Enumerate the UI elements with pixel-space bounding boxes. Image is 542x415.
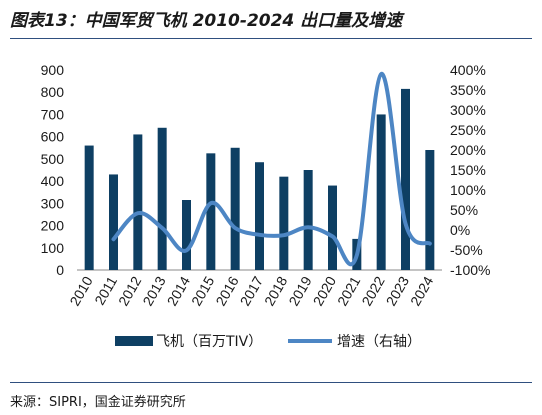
left-tick-label: 100 <box>41 240 65 256</box>
left-tick-label: 900 <box>41 62 65 78</box>
left-tick-label: 500 <box>41 151 65 167</box>
bar <box>133 134 143 270</box>
x-tick-label: 2019 <box>285 273 315 308</box>
x-tick-label: 2020 <box>310 273 340 308</box>
source-divider <box>10 382 532 383</box>
chart: 900 800 700 600 500 400 300 200 100 0 400% 350% 300… <box>41 62 491 350</box>
x-tick-label: 2024 <box>407 273 437 308</box>
x-tick-label: 2010 <box>66 273 96 308</box>
x-tick-label: 2022 <box>358 273 388 308</box>
right-axis-ticks: 400% 350% 300% 250% 200% 150% 100% 50% 0% -50% -10… <box>450 62 490 278</box>
left-tick-label: 0 <box>56 262 64 278</box>
right-tick-label: 300% <box>450 102 486 118</box>
x-tick-label: 2017 <box>237 273 267 308</box>
x-tick-label: 2018 <box>261 273 291 308</box>
right-tick-label: 350% <box>450 82 486 98</box>
page-title: 图表13：中国军贸飞机 2010-2024 出口量及增速 <box>10 11 403 31</box>
legend: 飞机（百万TIV） 增速（右轴） <box>115 334 421 350</box>
right-tick-label: 150% <box>450 162 486 178</box>
bar <box>182 200 191 270</box>
left-tick-label: 300 <box>41 195 65 211</box>
left-tick-label: 600 <box>41 129 65 145</box>
x-tick-label: 2013 <box>139 273 169 308</box>
title-divider <box>10 38 532 39</box>
bar <box>425 150 435 270</box>
right-tick-label: 400% <box>450 62 486 78</box>
bar <box>157 127 167 271</box>
bar <box>255 162 264 270</box>
left-tick-label: 800 <box>41 84 65 100</box>
growth-line <box>111 71 432 267</box>
right-tick-label: -50% <box>450 242 483 258</box>
right-tick-label: 50% <box>450 202 478 218</box>
right-tick-label: 0% <box>450 222 470 238</box>
x-tick-label: 2011 <box>91 273 120 307</box>
bar-series <box>84 88 435 271</box>
source-note: 来源：SIPRI，国金证券研究所 <box>10 395 186 410</box>
x-tick-label: 2014 <box>164 273 194 308</box>
bar <box>109 174 118 270</box>
bar <box>279 176 289 270</box>
right-tick-label: 100% <box>450 182 486 198</box>
right-tick-label: 250% <box>450 122 486 138</box>
bar <box>84 145 94 270</box>
bar <box>328 185 337 270</box>
left-tick-label: 400 <box>41 173 65 189</box>
bar <box>401 88 410 270</box>
x-tick-label: 2016 <box>212 273 242 308</box>
left-tick-label: 700 <box>41 106 65 122</box>
bar <box>303 170 313 270</box>
x-tick-label: 2023 <box>383 273 413 308</box>
bar <box>376 114 386 270</box>
left-axis-ticks: 900 800 700 600 500 400 300 200 100 0 <box>41 62 65 278</box>
left-tick-label: 200 <box>41 218 65 234</box>
bar <box>230 147 240 270</box>
x-tick-label: 2021 <box>334 273 364 308</box>
legend-bar-swatch <box>115 336 153 346</box>
x-axis-ticks: 2010201120122013201420152016201720182019… <box>66 273 436 308</box>
x-tick-label: 2012 <box>115 273 145 308</box>
legend-bar-label: 飞机（百万TIV） <box>156 334 262 350</box>
legend-line-label: 增速（右轴） <box>337 334 421 350</box>
right-tick-label: -100% <box>450 262 490 278</box>
x-tick-label: 2015 <box>188 273 218 308</box>
bar <box>206 153 216 270</box>
right-tick-label: 200% <box>450 142 486 158</box>
